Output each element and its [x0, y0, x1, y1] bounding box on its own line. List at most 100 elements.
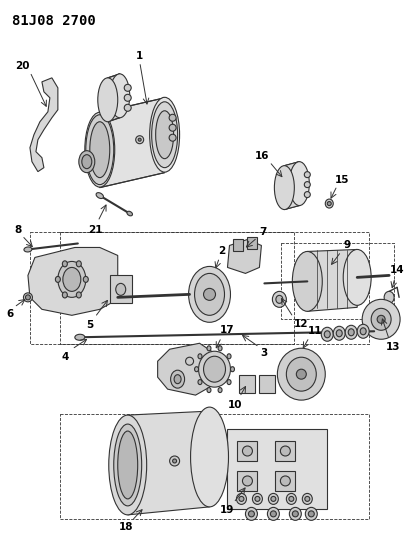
- Polygon shape: [307, 249, 357, 311]
- Ellipse shape: [127, 211, 132, 216]
- Ellipse shape: [194, 367, 198, 372]
- Ellipse shape: [277, 348, 325, 400]
- Ellipse shape: [289, 161, 309, 206]
- Text: 10: 10: [228, 400, 243, 410]
- Text: 3: 3: [261, 348, 268, 358]
- Ellipse shape: [305, 507, 317, 520]
- Polygon shape: [30, 78, 58, 172]
- Ellipse shape: [280, 476, 290, 486]
- Ellipse shape: [292, 511, 298, 517]
- Ellipse shape: [83, 277, 88, 282]
- Ellipse shape: [273, 292, 286, 308]
- Polygon shape: [284, 161, 299, 209]
- Ellipse shape: [296, 369, 306, 379]
- Bar: [239, 375, 256, 393]
- Ellipse shape: [207, 346, 211, 351]
- Text: 7: 7: [260, 227, 267, 237]
- Ellipse shape: [280, 446, 290, 456]
- Ellipse shape: [138, 138, 141, 141]
- Ellipse shape: [171, 370, 185, 388]
- Text: 17: 17: [220, 325, 235, 335]
- Ellipse shape: [124, 94, 131, 101]
- Ellipse shape: [321, 327, 333, 341]
- Polygon shape: [100, 98, 164, 188]
- Ellipse shape: [109, 415, 147, 515]
- Ellipse shape: [304, 182, 310, 188]
- Bar: [247, 238, 258, 249]
- Ellipse shape: [302, 494, 312, 504]
- Ellipse shape: [198, 379, 202, 385]
- Ellipse shape: [336, 330, 342, 337]
- Ellipse shape: [357, 324, 369, 338]
- Ellipse shape: [286, 494, 296, 504]
- Ellipse shape: [90, 122, 110, 177]
- Ellipse shape: [255, 496, 260, 502]
- Ellipse shape: [96, 192, 103, 198]
- Polygon shape: [28, 247, 118, 316]
- Ellipse shape: [76, 261, 81, 267]
- Ellipse shape: [324, 331, 330, 338]
- Ellipse shape: [345, 325, 357, 340]
- Ellipse shape: [79, 151, 95, 173]
- Ellipse shape: [227, 354, 231, 359]
- Ellipse shape: [289, 496, 294, 502]
- Ellipse shape: [62, 261, 67, 267]
- Text: 21: 21: [89, 224, 103, 235]
- Ellipse shape: [286, 357, 316, 391]
- Ellipse shape: [239, 496, 244, 502]
- Ellipse shape: [110, 74, 130, 118]
- Ellipse shape: [308, 511, 314, 517]
- Ellipse shape: [76, 292, 81, 298]
- Ellipse shape: [377, 316, 385, 324]
- Ellipse shape: [327, 201, 331, 206]
- Ellipse shape: [274, 166, 294, 209]
- Text: 5: 5: [86, 320, 94, 330]
- Ellipse shape: [348, 329, 354, 336]
- Ellipse shape: [360, 328, 366, 335]
- Ellipse shape: [58, 261, 86, 297]
- Text: 9: 9: [344, 240, 351, 251]
- Ellipse shape: [24, 247, 32, 252]
- Ellipse shape: [227, 379, 231, 385]
- Text: 15: 15: [335, 175, 350, 184]
- Ellipse shape: [136, 136, 144, 144]
- Text: 11: 11: [308, 326, 322, 336]
- Text: 6: 6: [6, 309, 14, 319]
- Text: 12: 12: [294, 319, 309, 329]
- Ellipse shape: [124, 84, 131, 91]
- Text: 8: 8: [14, 224, 21, 235]
- Ellipse shape: [271, 511, 276, 517]
- Ellipse shape: [86, 115, 114, 184]
- Ellipse shape: [26, 295, 30, 300]
- Ellipse shape: [304, 191, 310, 198]
- Bar: [237, 441, 258, 461]
- Ellipse shape: [218, 346, 222, 351]
- Bar: [110, 276, 132, 303]
- Ellipse shape: [63, 268, 81, 292]
- Text: 14: 14: [390, 265, 405, 276]
- Ellipse shape: [151, 102, 178, 168]
- Ellipse shape: [116, 284, 126, 295]
- Ellipse shape: [85, 112, 115, 187]
- Ellipse shape: [267, 507, 279, 520]
- Polygon shape: [108, 74, 120, 122]
- Text: 81J08 2700: 81J08 2700: [12, 14, 96, 28]
- Ellipse shape: [98, 78, 118, 122]
- Ellipse shape: [271, 496, 276, 502]
- Ellipse shape: [173, 459, 177, 463]
- Ellipse shape: [82, 155, 92, 168]
- Ellipse shape: [194, 273, 224, 316]
- Ellipse shape: [245, 507, 258, 520]
- Text: 13: 13: [386, 342, 401, 352]
- Ellipse shape: [55, 277, 60, 282]
- Ellipse shape: [237, 494, 247, 504]
- Ellipse shape: [243, 476, 252, 486]
- Ellipse shape: [204, 288, 215, 301]
- Ellipse shape: [124, 104, 131, 111]
- Text: 16: 16: [255, 151, 270, 160]
- Ellipse shape: [269, 494, 278, 504]
- Ellipse shape: [62, 292, 67, 298]
- Ellipse shape: [169, 134, 176, 141]
- Ellipse shape: [289, 507, 301, 520]
- Bar: [233, 239, 243, 252]
